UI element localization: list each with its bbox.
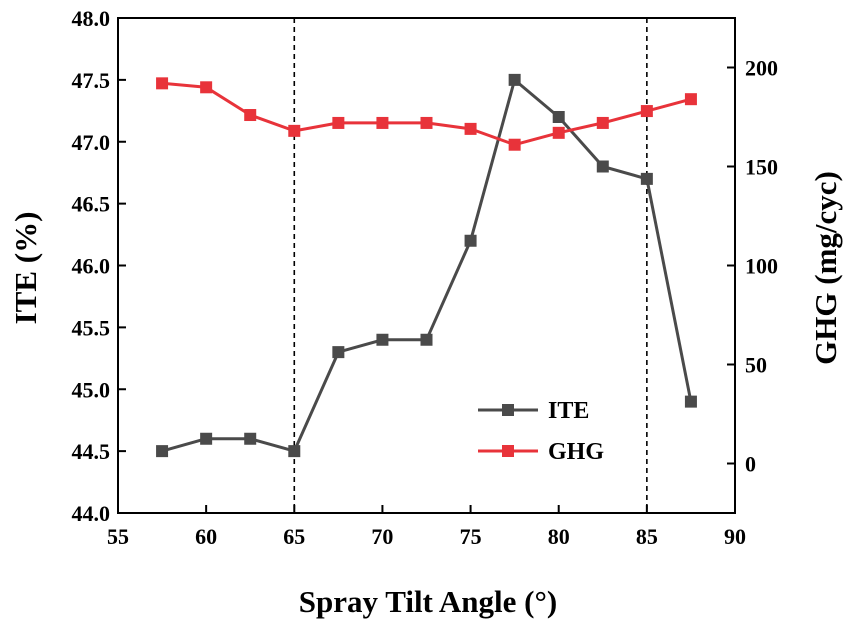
x-tick-label: 60	[195, 524, 217, 549]
y-right-tick-label: 50	[745, 353, 767, 378]
point-ite	[640, 172, 653, 185]
series-line-ite	[161, 78, 693, 453]
x-tick-label: 85	[636, 524, 658, 549]
y-axis-left-title: ITE (%)	[8, 212, 43, 325]
reference-lines	[293, 18, 648, 513]
point-ite	[420, 333, 433, 346]
legend-marker-ite	[502, 404, 514, 416]
axes: 55 60 65 70 75 80 85 90 44.0 44.5 45.0 45.5 46.0 46.5…	[72, 6, 779, 549]
point-ghg	[508, 138, 521, 151]
x-tick-label: 70	[371, 524, 393, 549]
y-left-tick-label: 45.0	[72, 377, 111, 402]
point-ghg	[332, 116, 345, 129]
legend: ITE GHG	[478, 398, 604, 465]
x-tick-label: 90	[724, 524, 746, 549]
y-right-tick-label: 200	[745, 56, 778, 81]
point-ite	[376, 333, 389, 346]
y-left-tick-label: 46.5	[72, 192, 111, 217]
point-ghg	[288, 124, 301, 137]
point-ghg	[244, 109, 257, 122]
y-left-tick-label: 47.5	[72, 68, 111, 93]
point-ghg	[200, 81, 213, 94]
point-ghg	[596, 116, 609, 129]
point-ghg	[684, 93, 697, 106]
legend-item-ite: ITE	[478, 398, 589, 424]
point-ite	[552, 111, 565, 123]
series-layer	[156, 73, 697, 458]
y-left-tick-label: 48.0	[72, 6, 111, 31]
point-ite	[244, 432, 257, 445]
point-ghg	[156, 77, 169, 90]
point-ite	[156, 445, 169, 458]
x-tick-label: 80	[548, 524, 570, 549]
legend-label-ite: ITE	[548, 398, 589, 424]
y-right-tick-label: 150	[745, 155, 778, 180]
legend-item-ghg: GHG	[478, 439, 604, 465]
point-ite	[332, 346, 345, 359]
legend-label-ghg: GHG	[548, 439, 604, 465]
y-axis-right-title: GHG (mg/cyc)	[808, 171, 843, 365]
y-left-tick-label: 45.5	[72, 315, 111, 340]
point-ite	[508, 73, 521, 86]
y-left-tick-label: 44.5	[72, 439, 111, 464]
point-ghg	[640, 105, 653, 118]
legend-marker-ghg	[502, 445, 514, 457]
x-tick-label: 55	[107, 524, 129, 549]
point-ghg	[552, 126, 565, 139]
point-ite	[596, 160, 609, 173]
point-ite	[684, 395, 697, 408]
point-ite	[288, 445, 301, 458]
series-line-ghg	[161, 81, 692, 147]
point-ghg	[464, 122, 477, 135]
y-left-tick-label: 44.0	[72, 501, 111, 526]
y-right-tick-label: 100	[745, 254, 778, 279]
point-ite	[464, 234, 477, 247]
point-ghg	[420, 116, 433, 129]
y-left-tick-label: 46.0	[72, 254, 111, 279]
x-axis-title: Spray Tilt Angle (°)	[299, 584, 557, 619]
y-right-tick-label: 0	[745, 452, 756, 477]
x-tick-label: 75	[460, 524, 482, 549]
y-left-tick-label: 47.0	[72, 130, 111, 155]
x-tick-label: 65	[283, 524, 305, 549]
point-ghg	[376, 116, 389, 129]
point-ite	[200, 432, 213, 445]
